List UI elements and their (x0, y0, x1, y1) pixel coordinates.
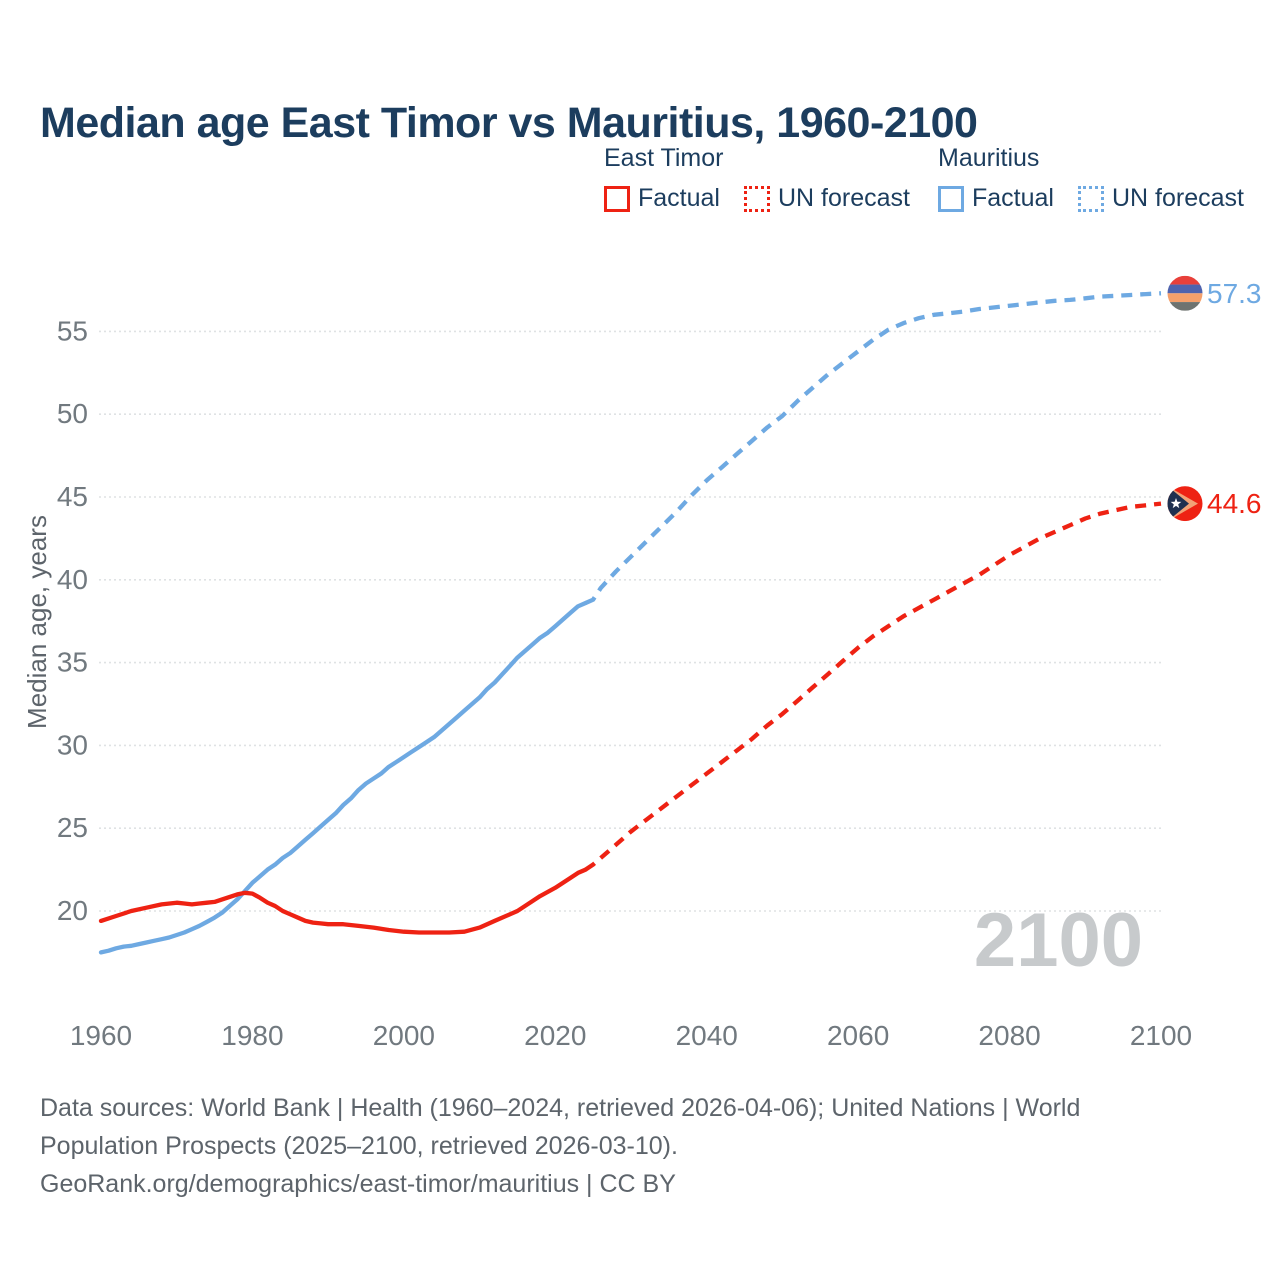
mauritius-factual-line (98, 600, 588, 955)
data-source-note: Data sources: World Bank | Health (1960–… (40, 1089, 1080, 1203)
y-tick-label: 55 (57, 315, 88, 346)
legend-row: Factual UN forecast (938, 184, 1244, 213)
east-timor-factual-line (98, 867, 588, 935)
east-timor-flag-icon (1167, 486, 1203, 522)
y-tick-label: 20 (57, 895, 88, 926)
source-line-2: Population Prospects (2025–2100, retriev… (40, 1132, 678, 1160)
legend-item-label: Factual (638, 184, 720, 212)
mauritius-factual-swatch-icon (938, 185, 964, 212)
east-timor-end-value-label: 44.6 (1207, 488, 1262, 519)
y-tick-label: 45 (57, 481, 88, 512)
mauritius-forecast-swatch-icon (1077, 185, 1104, 212)
east-timor-un-forecast-line (584, 501, 1162, 872)
legend-item-label: Factual (972, 184, 1054, 212)
y-axis-title: Median age, years (22, 515, 52, 729)
source-line-1: Data sources: World Bank | Health (1960–… (40, 1094, 1081, 1122)
legend-item-label: UN forecast (777, 184, 910, 212)
x-tick-label: 1980 (221, 1020, 283, 1051)
y-tick-label: 50 (57, 398, 88, 429)
mauritius-end-value-label: 57.3 (1207, 278, 1262, 309)
y-tick-label: 30 (57, 729, 88, 760)
x-tick-label: 2020 (524, 1020, 586, 1051)
y-tick-label: 40 (57, 564, 88, 595)
source-attribution-link: GeoRank.org/demographics/east-timor/maur… (40, 1170, 676, 1198)
east-timor-forecast-swatch-icon (743, 185, 770, 212)
watermark-year: 2100 (974, 898, 1143, 983)
mauritius-flag-icon (1167, 275, 1203, 311)
legend-group-east-timor: East Timor Factual UN forecast (604, 144, 910, 213)
x-tick-label: 2080 (978, 1020, 1040, 1051)
x-tick-label: 2000 (373, 1020, 435, 1051)
page-title: Median age East Timor vs Mauritius, 1960… (40, 98, 978, 147)
y-tick-label: 35 (57, 647, 88, 678)
legend-group-mauritius: Mauritius Factual UN forecast (938, 144, 1244, 213)
x-tick-label: 2100 (1130, 1020, 1192, 1051)
x-tick-label: 2040 (676, 1020, 738, 1051)
legend-group-title: Mauritius (938, 144, 1040, 172)
y-tick-label: 25 (57, 812, 88, 843)
legend-group-title: East Timor (604, 144, 724, 172)
x-tick-label: 1960 (70, 1020, 132, 1051)
mauritius-un-forecast-line (584, 291, 1162, 605)
east-timor-factual-swatch-icon (604, 185, 630, 212)
legend-item-label: UN forecast (1111, 184, 1244, 212)
x-tick-label: 2060 (827, 1020, 889, 1051)
legend-row: Factual UN forecast (604, 184, 910, 213)
